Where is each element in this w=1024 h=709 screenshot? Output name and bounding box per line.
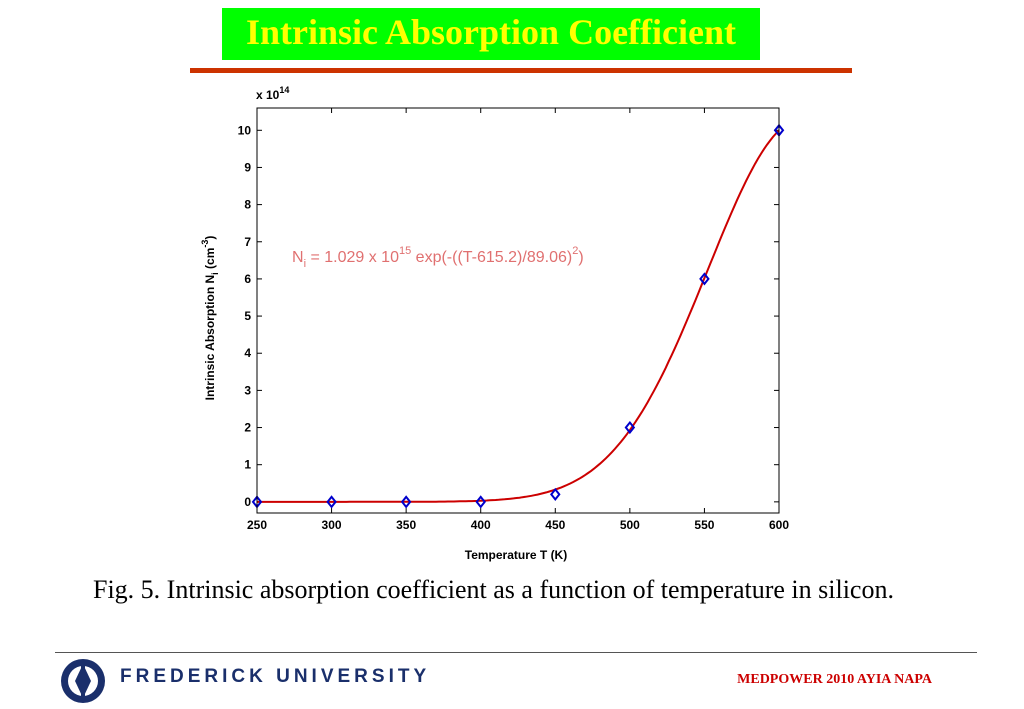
x-tick-label: 450 [545, 518, 565, 532]
data-markers [251, 123, 785, 509]
data-point-marker [550, 487, 561, 502]
data-point-marker [400, 495, 412, 509]
y-tick-label: 4 [244, 346, 251, 360]
fit-curve [257, 129, 780, 503]
figure-caption: Fig. 5. Intrinsic absorption coefficient… [93, 575, 894, 604]
x-tick-labels: 250 300 350 400 450 500 550 600 [247, 518, 789, 532]
chart: 0 1 2 3 4 5 6 7 8 9 10 250 300 350 400 450 500 550 600 x … [200, 85, 789, 562]
y-tick-label: 10 [238, 123, 252, 137]
x-tick-label: 300 [322, 518, 342, 532]
y-axis-label: Intrinsic Absorption Ni (cm-3) [200, 236, 220, 401]
x-tick-label: 500 [620, 518, 640, 532]
data-point-marker [699, 272, 710, 286]
x-tick-label: 600 [769, 518, 789, 532]
y-tick-label: 9 [244, 160, 251, 174]
title-underline [190, 68, 852, 73]
y-tick-label: 1 [244, 458, 251, 472]
y-tick-label: 5 [244, 309, 251, 323]
y-tick-label: 2 [244, 421, 251, 435]
y-tick-label: 3 [244, 383, 251, 397]
university-name: FREDERICK UNIVERSITY [120, 666, 431, 687]
x-axis-label: Temperature T (K) [465, 548, 567, 562]
data-point-marker [475, 495, 486, 509]
data-point-marker [326, 495, 337, 509]
data-point-marker [624, 420, 636, 435]
y-multiplier: x 1014 [256, 85, 289, 102]
slide-title: Intrinsic Absorption Coefficient [222, 8, 760, 60]
x-tick-label: 250 [247, 518, 267, 532]
y-tick-label: 7 [244, 235, 251, 249]
plot-frame [256, 107, 780, 514]
university-logo-icon [61, 659, 105, 703]
y-tick-label: 6 [244, 272, 251, 286]
fit-curve-group [257, 129, 780, 503]
y-tick-label: 0 [244, 495, 251, 509]
y-tick-label: 8 [244, 198, 251, 212]
footer-divider [55, 652, 977, 653]
x-tick-label: 350 [396, 518, 416, 532]
x-tick-label: 400 [471, 518, 491, 532]
y-tick-labels: 0 1 2 3 4 5 6 7 8 9 10 [238, 123, 252, 509]
conference-name: MEDPOWER 2010 AYIA NAPA [737, 672, 932, 687]
axis-ticks [256, 108, 780, 513]
x-tick-label: 550 [694, 518, 714, 532]
fit-equation: Ni = 1.029 x 1015 exp(-((T-615.2)/89.06)… [292, 245, 584, 270]
